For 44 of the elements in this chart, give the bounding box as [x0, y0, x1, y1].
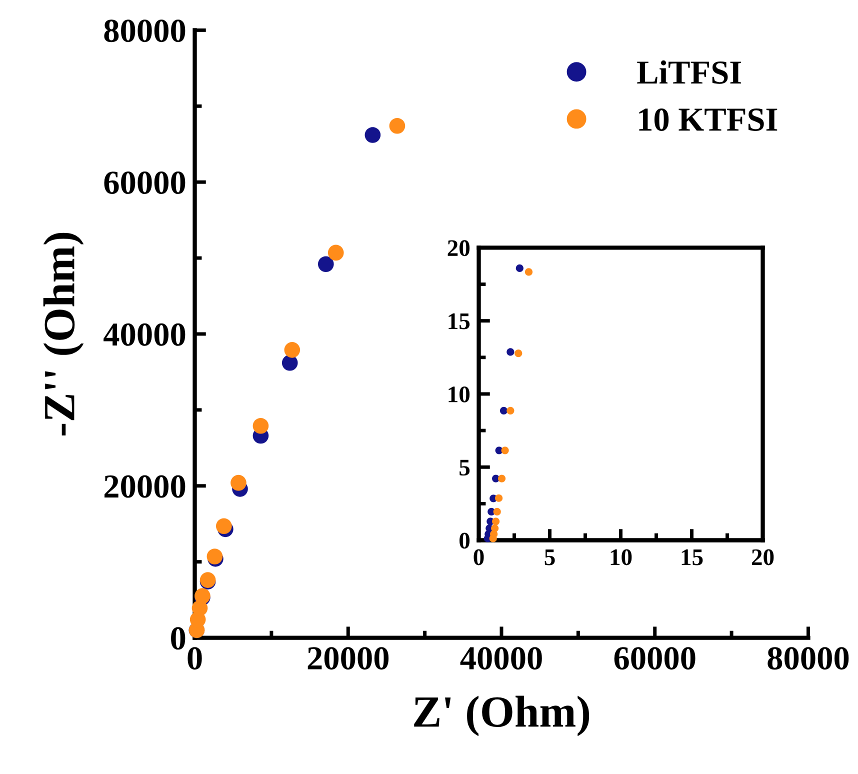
y-tick-label: 20 — [448, 240, 470, 256]
x-tick-label: 0 — [188, 647, 202, 670]
legend-label: 10 KTFSI — [639, 108, 778, 131]
point — [252, 418, 269, 434]
point — [282, 354, 298, 371]
y-tick-label: 0 — [171, 627, 186, 650]
x-tick-label: 5 — [544, 550, 555, 566]
point — [230, 474, 246, 491]
point — [494, 494, 503, 502]
y-axis-title: -Z'' (Ohm) — [43, 232, 84, 436]
point — [506, 348, 514, 356]
x-tick-label: 80000 — [768, 647, 849, 670]
x-axis-title: Z' (Ohm) — [414, 696, 590, 736]
point — [516, 264, 524, 272]
point — [491, 524, 499, 532]
y-tick-label: 15 — [448, 313, 470, 330]
x-tick-label: 10 — [610, 549, 632, 566]
x-tick-label: 20000 — [308, 647, 389, 670]
point — [501, 446, 509, 454]
point — [506, 406, 514, 414]
point — [389, 118, 406, 134]
x-tick-label: 0 — [474, 549, 484, 566]
y-tick-label: 60000 — [104, 171, 186, 194]
x-tick-label: 15 — [682, 549, 703, 566]
point — [493, 508, 501, 516]
point — [492, 518, 500, 526]
point — [284, 342, 300, 358]
point — [318, 256, 334, 272]
y-tick-label: 0 — [460, 532, 470, 549]
y-tick-label: 20000 — [104, 475, 186, 498]
point — [328, 244, 344, 261]
point — [364, 127, 381, 143]
point — [524, 268, 533, 276]
point — [498, 474, 506, 482]
y-tick-label: 80000 — [104, 20, 186, 42]
point — [514, 349, 522, 358]
x-tick-label: 20 — [752, 549, 774, 566]
y-tick-label: 5 — [460, 460, 470, 476]
y-tick-label: 10 — [448, 386, 470, 402]
legend-label: LiTFSI — [637, 60, 742, 84]
point — [500, 406, 508, 414]
y-tick-label: 40000 — [104, 323, 186, 346]
x-tick-label: 60000 — [614, 647, 696, 670]
point — [216, 518, 232, 534]
